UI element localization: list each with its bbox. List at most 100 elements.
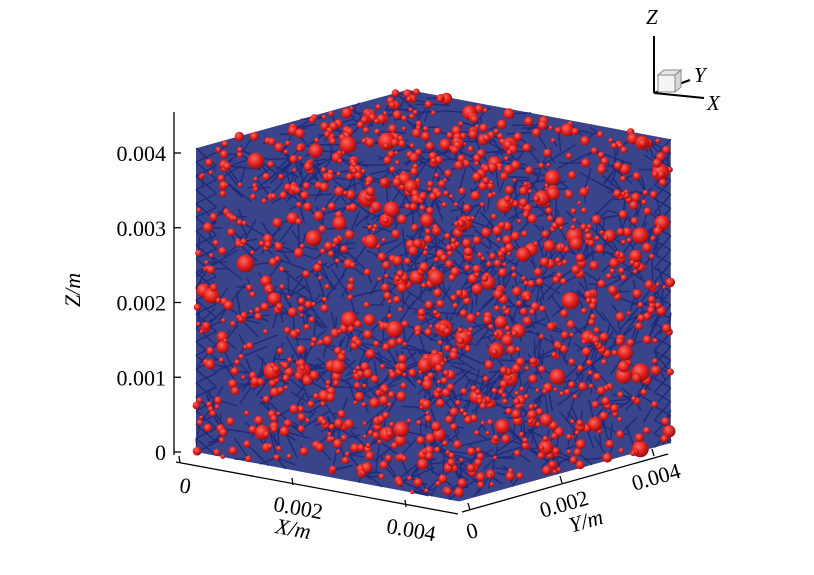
particle: [424, 235, 433, 244]
particle: [421, 131, 431, 141]
particle: [483, 107, 488, 113]
particle: [596, 131, 604, 138]
particle: [416, 419, 422, 426]
particle: [260, 302, 270, 312]
particle: [538, 120, 548, 130]
particle: [319, 182, 330, 192]
particle: [611, 142, 618, 149]
particle: [474, 161, 480, 167]
particle: [351, 167, 358, 175]
particle: [529, 308, 536, 315]
particle: [254, 312, 263, 321]
particle: [540, 413, 553, 427]
particle: [396, 337, 405, 345]
particle: [462, 411, 468, 417]
particle: [199, 415, 204, 420]
particle: [516, 300, 523, 307]
particle: [214, 396, 223, 405]
x-tick-mark: [178, 455, 181, 464]
particle: [300, 191, 310, 200]
particle: [218, 437, 225, 444]
particle: [432, 309, 439, 316]
particle: [397, 362, 408, 372]
particle: [489, 252, 497, 260]
particle: [192, 401, 201, 410]
particle: [279, 191, 288, 199]
particle: [542, 435, 549, 442]
particle: [393, 421, 410, 438]
particle: [270, 425, 278, 433]
particle: [642, 335, 652, 345]
particle: [390, 138, 400, 147]
particle: [374, 118, 380, 125]
particle: [375, 104, 382, 110]
particle: [409, 203, 418, 211]
particle: [228, 379, 238, 389]
particle: [267, 443, 273, 450]
particle: [643, 207, 652, 216]
particle: [591, 335, 600, 345]
particle: [465, 346, 471, 353]
particle: [391, 442, 399, 450]
particle: [626, 237, 632, 243]
particle: [337, 158, 343, 164]
particle: [483, 315, 493, 325]
particle: [436, 299, 445, 308]
particle: [327, 202, 336, 211]
particle: [321, 114, 327, 120]
particle: [494, 315, 508, 329]
particle: [652, 337, 659, 344]
particle: [365, 451, 375, 461]
particle: [343, 190, 348, 196]
particle: [299, 313, 304, 318]
particle: [361, 116, 369, 124]
particle: [354, 382, 362, 390]
particle: [276, 411, 281, 416]
particle: [466, 331, 473, 337]
particle: [309, 117, 315, 124]
particle: [330, 359, 346, 374]
particle: [599, 411, 609, 421]
particle: [240, 238, 247, 245]
particle: [445, 244, 453, 252]
particle: [434, 257, 440, 263]
particle: [388, 391, 396, 399]
particle: [355, 365, 361, 371]
particle: [402, 126, 407, 131]
particle: [389, 166, 396, 173]
particle: [267, 160, 275, 168]
particle: [362, 383, 368, 389]
particle: [528, 403, 535, 410]
particle: [341, 350, 346, 355]
particle: [218, 357, 225, 363]
particle: [505, 243, 514, 253]
particle: [577, 365, 584, 372]
particle: [440, 254, 448, 262]
particle: [597, 151, 605, 159]
particle: [463, 297, 472, 305]
particle: [459, 309, 468, 318]
particle: [386, 320, 404, 338]
particle: [622, 227, 633, 237]
particle: [497, 133, 504, 140]
particle: [302, 182, 311, 190]
particle: [445, 259, 454, 269]
particle: [286, 295, 291, 300]
particle: [417, 458, 429, 470]
particle: [533, 241, 539, 247]
particle: [277, 347, 284, 355]
particle: [409, 143, 415, 149]
particle: [494, 305, 501, 312]
particle: [442, 440, 449, 447]
particle: [217, 174, 225, 182]
particle: [449, 194, 454, 199]
particle: [360, 362, 370, 371]
particle: [468, 129, 478, 139]
particle: [466, 463, 476, 473]
particle: [500, 172, 509, 181]
particle: [521, 441, 530, 450]
particle: [491, 387, 498, 394]
particle: [560, 345, 569, 354]
particle: [609, 268, 616, 274]
